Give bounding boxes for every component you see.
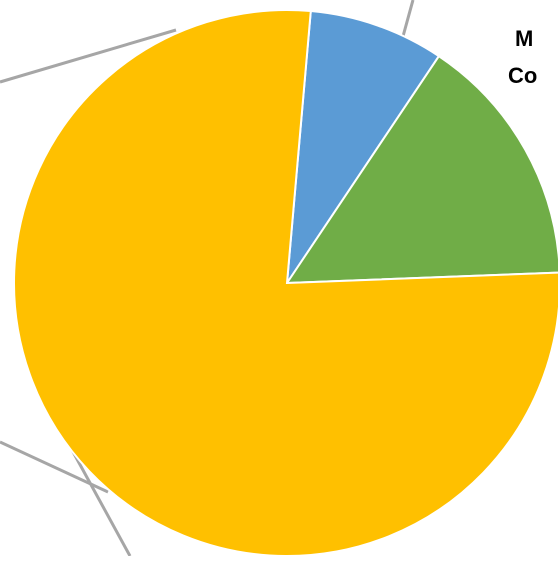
leader-line-left-top — [0, 28, 177, 84]
leader-line-bottom — [70, 449, 132, 557]
leader-line-top — [400, 0, 415, 41]
edge-label-line1: M — [515, 26, 533, 51]
pie-slice-blue — [286, 9, 441, 284]
edge-label-line2: Co — [508, 63, 537, 88]
pie-slice-yellow — [13, 9, 558, 557]
pie-slices — [13, 9, 558, 557]
leader-lines — [0, 0, 415, 557]
